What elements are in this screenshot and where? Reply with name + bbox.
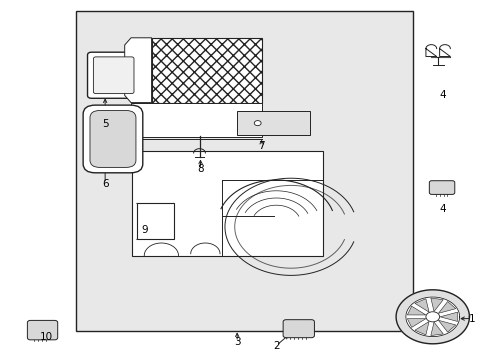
- Text: 6: 6: [102, 179, 108, 189]
- FancyBboxPatch shape: [87, 52, 140, 98]
- Polygon shape: [405, 297, 459, 337]
- Bar: [237, 111, 309, 135]
- Circle shape: [254, 121, 261, 126]
- FancyBboxPatch shape: [428, 181, 454, 194]
- Text: 5: 5: [102, 119, 108, 129]
- Text: 4: 4: [438, 204, 445, 214]
- Circle shape: [425, 312, 439, 322]
- Polygon shape: [395, 290, 468, 344]
- Polygon shape: [124, 38, 151, 103]
- Polygon shape: [437, 320, 455, 332]
- Bar: [132, 151, 322, 256]
- FancyBboxPatch shape: [93, 57, 134, 94]
- Text: 7: 7: [258, 141, 264, 151]
- Polygon shape: [414, 321, 428, 335]
- Polygon shape: [439, 45, 449, 57]
- FancyBboxPatch shape: [283, 320, 314, 338]
- FancyBboxPatch shape: [83, 105, 142, 173]
- Bar: [151, 38, 261, 103]
- Polygon shape: [430, 298, 443, 311]
- Text: 1: 1: [468, 314, 474, 324]
- Polygon shape: [439, 312, 457, 321]
- Text: 10: 10: [40, 332, 53, 342]
- Polygon shape: [407, 319, 425, 327]
- Polygon shape: [430, 322, 443, 336]
- Polygon shape: [437, 302, 455, 313]
- Polygon shape: [414, 299, 428, 312]
- Polygon shape: [425, 45, 436, 57]
- Polygon shape: [407, 306, 425, 315]
- Text: 3: 3: [233, 337, 240, 347]
- Text: 2: 2: [272, 341, 279, 351]
- Text: 8: 8: [197, 164, 203, 174]
- Polygon shape: [131, 103, 261, 137]
- Bar: [137, 203, 173, 239]
- Text: 9: 9: [141, 225, 147, 235]
- FancyBboxPatch shape: [90, 111, 136, 167]
- Bar: [76, 11, 412, 331]
- Text: 4: 4: [438, 90, 445, 100]
- FancyBboxPatch shape: [27, 320, 58, 340]
